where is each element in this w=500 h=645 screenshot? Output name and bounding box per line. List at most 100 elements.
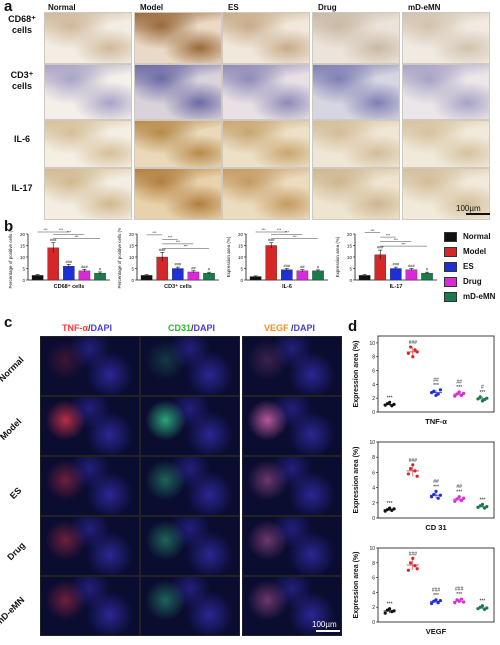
data-point <box>409 561 413 565</box>
y-tick-label: 20 <box>129 232 135 237</box>
y-tick-label: 4 <box>372 486 375 492</box>
ihc-image-tile <box>402 168 490 220</box>
significance-label: *** <box>456 592 462 598</box>
comparison-label: *** <box>293 235 298 239</box>
y-axis-label: Expression area (%) <box>335 236 340 277</box>
significance-label: ### <box>65 259 72 264</box>
data-point <box>459 597 463 601</box>
y-tick-label: 10 <box>369 440 375 446</box>
data-point <box>411 463 415 467</box>
fluorescence-image-tile <box>40 336 140 396</box>
data-point <box>480 604 484 608</box>
y-tick-label: 15 <box>238 244 244 249</box>
y-tick-label: 10 <box>20 255 26 260</box>
significance-label: *** <box>433 383 439 389</box>
data-point <box>453 394 457 398</box>
ihc-image-tile <box>44 64 132 120</box>
x-axis-label: CD 31 <box>425 523 446 532</box>
significance-label: ### <box>455 587 464 593</box>
y-axis-label: Expression area (%) <box>226 236 231 277</box>
significance-label: *** <box>433 593 439 599</box>
significance-label: # <box>426 267 429 272</box>
fluorescence-image-tile <box>242 516 342 576</box>
legend-swatch <box>444 262 457 272</box>
y-tick-label: 4 <box>372 590 375 596</box>
y-tick-label: 0 <box>372 516 375 522</box>
panel-c-letter: c <box>4 314 13 331</box>
data-point <box>457 390 461 394</box>
ihc-image-tile <box>222 168 310 220</box>
ihc-image-tile <box>312 64 400 120</box>
bar <box>405 269 418 281</box>
significance-label: ## <box>433 377 439 383</box>
significance-label: ### <box>409 340 418 346</box>
fluorescence-image-tile <box>242 576 342 636</box>
data-point <box>415 567 419 571</box>
bar <box>265 245 277 281</box>
data-point <box>415 474 419 478</box>
legend-item-model: Model <box>444 247 486 257</box>
stain-header-tnf: TNF-α/DAPI <box>62 323 113 333</box>
ihc-image-tile <box>402 120 490 168</box>
fluorescence-image-tile <box>242 336 342 396</box>
panel-d-letter: d <box>348 318 358 335</box>
x-axis-label: CD3⁺ cells <box>164 283 192 290</box>
bar <box>312 270 324 281</box>
data-point <box>406 568 410 572</box>
y-tick-label: 20 <box>347 232 353 237</box>
fluorescence-image-tile <box>140 516 240 576</box>
row-label-cd3: CD3⁺ cells <box>10 70 34 91</box>
bar-chart-cd68: 0 5 10 15 20 Percentage of positive cells (%)… <box>8 228 110 290</box>
scale-bar-c <box>316 630 340 632</box>
fluorescence-image-tile <box>140 336 240 396</box>
data-point <box>480 502 484 506</box>
bar <box>390 268 402 281</box>
y-tick-label: 2 <box>372 501 375 507</box>
plot-frame <box>377 547 495 623</box>
ihc-image-tile <box>134 12 222 64</box>
significance-label: # <box>99 266 102 271</box>
y-tick-label: 0 <box>131 278 134 283</box>
scale-bar-label-c: 100µm <box>312 620 337 629</box>
y-axis-label: Percentage of positive cells (%) <box>117 228 122 289</box>
fluorescence-image-tile <box>40 516 140 576</box>
comparison-label: *** <box>184 245 189 249</box>
legend-item-md-emn: mD-eMN <box>444 292 495 302</box>
data-point <box>411 556 415 560</box>
fluorescence-image-tile <box>140 396 240 456</box>
data-point <box>434 489 438 493</box>
y-tick-label: 10 <box>369 341 375 347</box>
comparison-label: *** <box>152 231 157 235</box>
comparison-label: *** <box>75 235 80 239</box>
ihc-image-tile <box>222 64 310 120</box>
y-tick-label: 10 <box>369 546 375 552</box>
ihc-image-tile <box>312 168 400 220</box>
scale-bar-a <box>466 213 490 215</box>
comparison-label: *** <box>402 242 407 246</box>
column-label-normal: Normal <box>48 3 76 12</box>
y-tick-label: 5 <box>240 267 243 272</box>
significance-label: # <box>208 267 211 272</box>
comparison-label: *** <box>386 233 391 237</box>
significance-label: ### <box>268 237 275 242</box>
y-tick-label: 6 <box>372 576 375 582</box>
column-label-model: Model <box>140 3 164 12</box>
y-tick-label: 10 <box>238 255 244 260</box>
ihc-image-tile <box>402 12 490 64</box>
data-point <box>409 345 413 349</box>
data-point <box>459 498 463 503</box>
data-point <box>430 601 434 606</box>
significance-label: *** <box>456 385 462 391</box>
column-label-md-emn: mD-eMN <box>408 3 441 12</box>
y-axis-label: Expression area (%) <box>353 447 360 514</box>
x-axis-label: VEGF <box>426 627 447 636</box>
fluorescence-image-tile <box>40 576 140 636</box>
y-tick-label: 5 <box>349 267 352 272</box>
y-tick-label: 4 <box>372 382 375 388</box>
x-axis-label: IL-6 <box>282 284 292 290</box>
comparison-label: *** <box>277 228 282 232</box>
significance-label: ### <box>81 264 88 269</box>
comparison-label: *** <box>176 240 181 244</box>
